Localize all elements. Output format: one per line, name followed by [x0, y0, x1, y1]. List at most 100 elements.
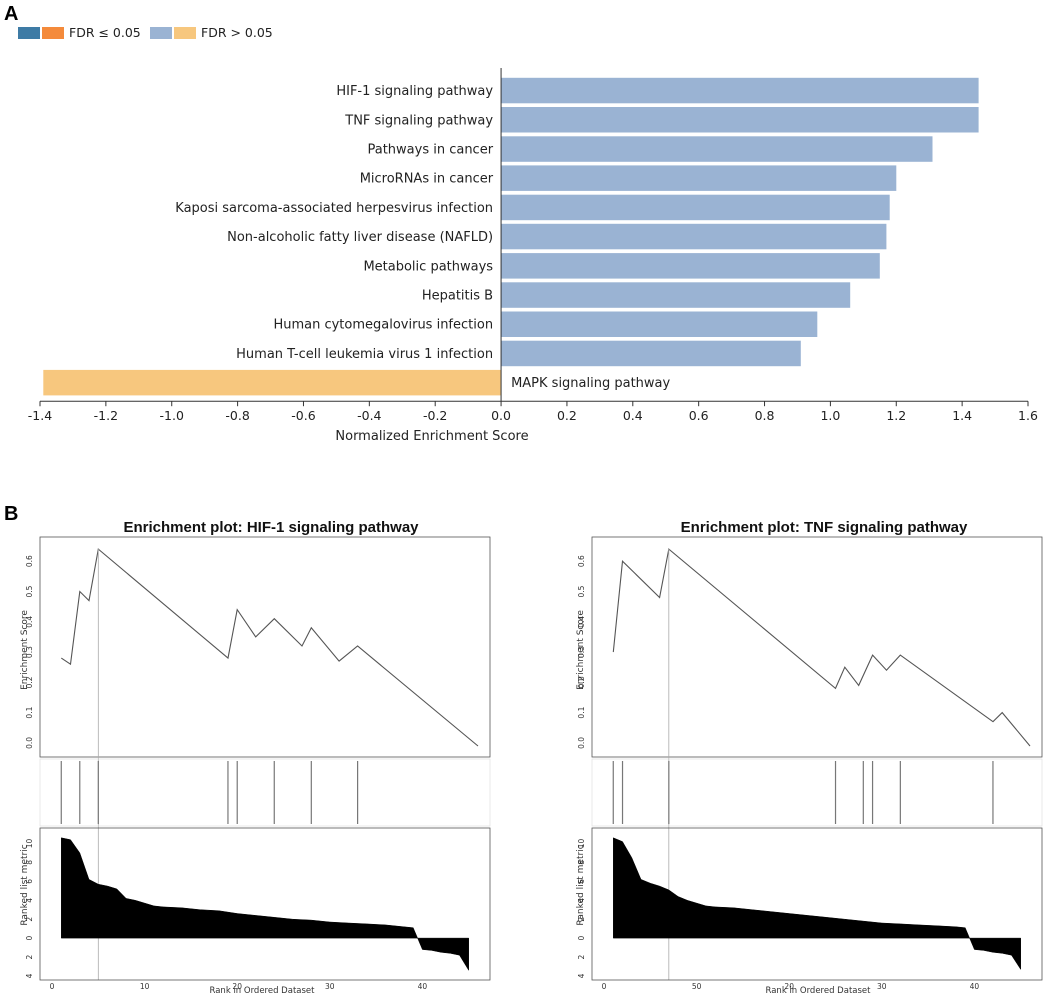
x-axis-title: Normalized Enrichment Score: [335, 429, 528, 444]
es-y-tick: 0.3: [577, 646, 586, 658]
hits-frame: [591, 758, 1043, 827]
x-tick-label: 40: [970, 982, 980, 991]
x-tick-label: 0.0: [491, 408, 511, 423]
ranked-plot-frame: [39, 827, 491, 981]
es-y-tick: 0.0: [25, 737, 34, 749]
es-y-label: Enrichment Score: [20, 610, 30, 690]
x-tick-label: 0: [50, 982, 55, 991]
rank-y-tick: 2: [577, 917, 586, 922]
legend-swatch-fdr-sig-pos: [18, 27, 40, 39]
x-tick-label: 30: [325, 982, 335, 991]
es-y-tick: 0.6: [577, 555, 586, 567]
rank-y-label: Ranked list metric: [20, 844, 30, 925]
rank-y-label: Ranked list metric: [576, 844, 586, 925]
x-tick-label: 0.6: [689, 408, 709, 423]
bar-label: Kaposi sarcoma-associated herpesvirus in…: [175, 201, 493, 216]
legend: FDR ≤ 0.05 FDR > 0.05: [18, 25, 273, 40]
rank-y-tick: 8: [577, 860, 586, 865]
bar-label: Metabolic pathways: [363, 259, 493, 274]
x-tick-label: 10: [140, 982, 150, 991]
nes-bar-chart: HIF-1 signaling pathway TNF signaling pat…: [28, 68, 1038, 423]
es-y-tick: 0.5: [25, 585, 34, 597]
bar-mapk-signaling-pathway: [43, 369, 502, 396]
bar-kaposi-sarcoma-associated-herpesvirus-infection: [501, 194, 890, 221]
x-axis-label: Rank in Ordered Dataset: [210, 986, 316, 996]
legend-swatch-fdr-sig-neg: [42, 27, 64, 39]
rank-y-tick: 0: [577, 935, 586, 940]
es-y-tick: 0.4: [577, 616, 586, 628]
panel-a-letter: A: [4, 3, 18, 25]
x-tick-label: -0.4: [357, 408, 381, 423]
bar-label: MAPK signaling pathway: [511, 376, 670, 391]
x-tick-label: -0.6: [291, 408, 315, 423]
rank-y-tick: 4: [25, 898, 34, 903]
legend-label-fdr-nonsig: FDR > 0.05: [201, 25, 273, 40]
es-y-tick: 0.4: [25, 616, 34, 628]
x-tick-label: 0: [602, 982, 607, 991]
enrichment-plot-hif1: Enrichment plot: HIF-1 signaling pathway…: [20, 519, 491, 996]
es-y-label: Enrichment Score: [576, 610, 586, 690]
bar-label: Pathways in cancer: [367, 143, 493, 158]
bar-tnf-signaling-pathway: [501, 107, 979, 133]
legend-swatch-fdr-nonsig-pos: [150, 27, 172, 39]
es-y-tick: 0.1: [577, 706, 586, 718]
rank-y-tick: 6: [25, 879, 34, 884]
legend-swatch-fdr-nonsig-neg: [174, 27, 196, 39]
enrichment-score-line: [60, 548, 479, 747]
bar-human-t-cell-leukemia-virus-1-infection: [501, 340, 801, 367]
bar-micrornas-in-cancer: [501, 165, 897, 191]
es-plot-frame: [591, 536, 1043, 758]
x-tick-label: 0.2: [557, 408, 577, 423]
rank-y-tick: 4: [25, 973, 34, 978]
x-axis-label: Rank in Ordered Dataset: [766, 986, 872, 996]
x-tick-label: -0.2: [423, 408, 447, 423]
bar-label: Non-alcoholic fatty liver disease (NAFLD…: [227, 230, 493, 245]
bar-label: Human cytomegalovirus infection: [273, 318, 493, 333]
ranked-plot-frame: [591, 827, 1043, 981]
hits-frame: [39, 758, 491, 827]
x-tick-label: 40: [418, 982, 428, 991]
x-tick-label: 0.8: [755, 408, 775, 423]
ranked-metric-area: [61, 837, 469, 972]
x-tick-label: 20: [784, 982, 794, 991]
x-tick-label: 1.6: [1018, 408, 1038, 423]
x-tick-label: 30: [877, 982, 887, 991]
bar-metabolic-pathways: [501, 253, 880, 279]
bar-hepatitis-b: [501, 282, 851, 308]
es-y-tick: 0.2: [25, 676, 34, 688]
es-y-tick: 0.3: [25, 646, 34, 658]
x-tick-label: 20: [232, 982, 242, 991]
panel-b-letter: B: [4, 503, 18, 525]
rank-y-tick: 0: [25, 935, 34, 940]
enrichment-score-line: [612, 548, 1031, 747]
x-tick-label: 50: [692, 982, 702, 991]
plot-title: Enrichment plot: TNF signaling pathway: [681, 519, 968, 536]
bar-non-alcoholic-fatty-liver-disease-nafld: [501, 223, 887, 250]
rank-y-tick: 10: [25, 839, 34, 849]
rank-y-tick: 10: [577, 839, 586, 849]
bar-hif-1-signaling-pathway: [501, 77, 979, 104]
x-tick-label: 1.4: [952, 408, 972, 423]
bar-label: HIF-1 signaling pathway: [336, 84, 493, 99]
es-y-tick: 0.1: [25, 706, 34, 718]
es-y-tick: 0.6: [25, 555, 34, 567]
bar-label: Hepatitis B: [422, 289, 493, 304]
es-y-tick: 0.5: [577, 585, 586, 597]
rank-y-tick: 2: [25, 917, 34, 922]
rank-y-tick: 4: [577, 898, 586, 903]
x-tick-label: -1.0: [160, 408, 184, 423]
rank-y-tick: 2: [577, 954, 586, 959]
x-tick-label: 1.0: [820, 408, 840, 423]
x-tick-label: -1.2: [94, 408, 118, 423]
bar-human-cytomegalovirus-infection: [501, 311, 818, 337]
bar-label: Human T-cell leukemia virus 1 infection: [236, 347, 493, 362]
bar-pathways-in-cancer: [501, 136, 933, 162]
rank-y-tick: 2: [25, 954, 34, 959]
x-tick-label: -0.8: [225, 408, 249, 423]
x-tick-label: -1.4: [28, 408, 52, 423]
x-tick-label: 0.4: [623, 408, 643, 423]
es-y-tick: 0.0: [577, 737, 586, 749]
es-y-tick: 0.2: [577, 676, 586, 688]
rank-y-tick: 6: [577, 879, 586, 884]
